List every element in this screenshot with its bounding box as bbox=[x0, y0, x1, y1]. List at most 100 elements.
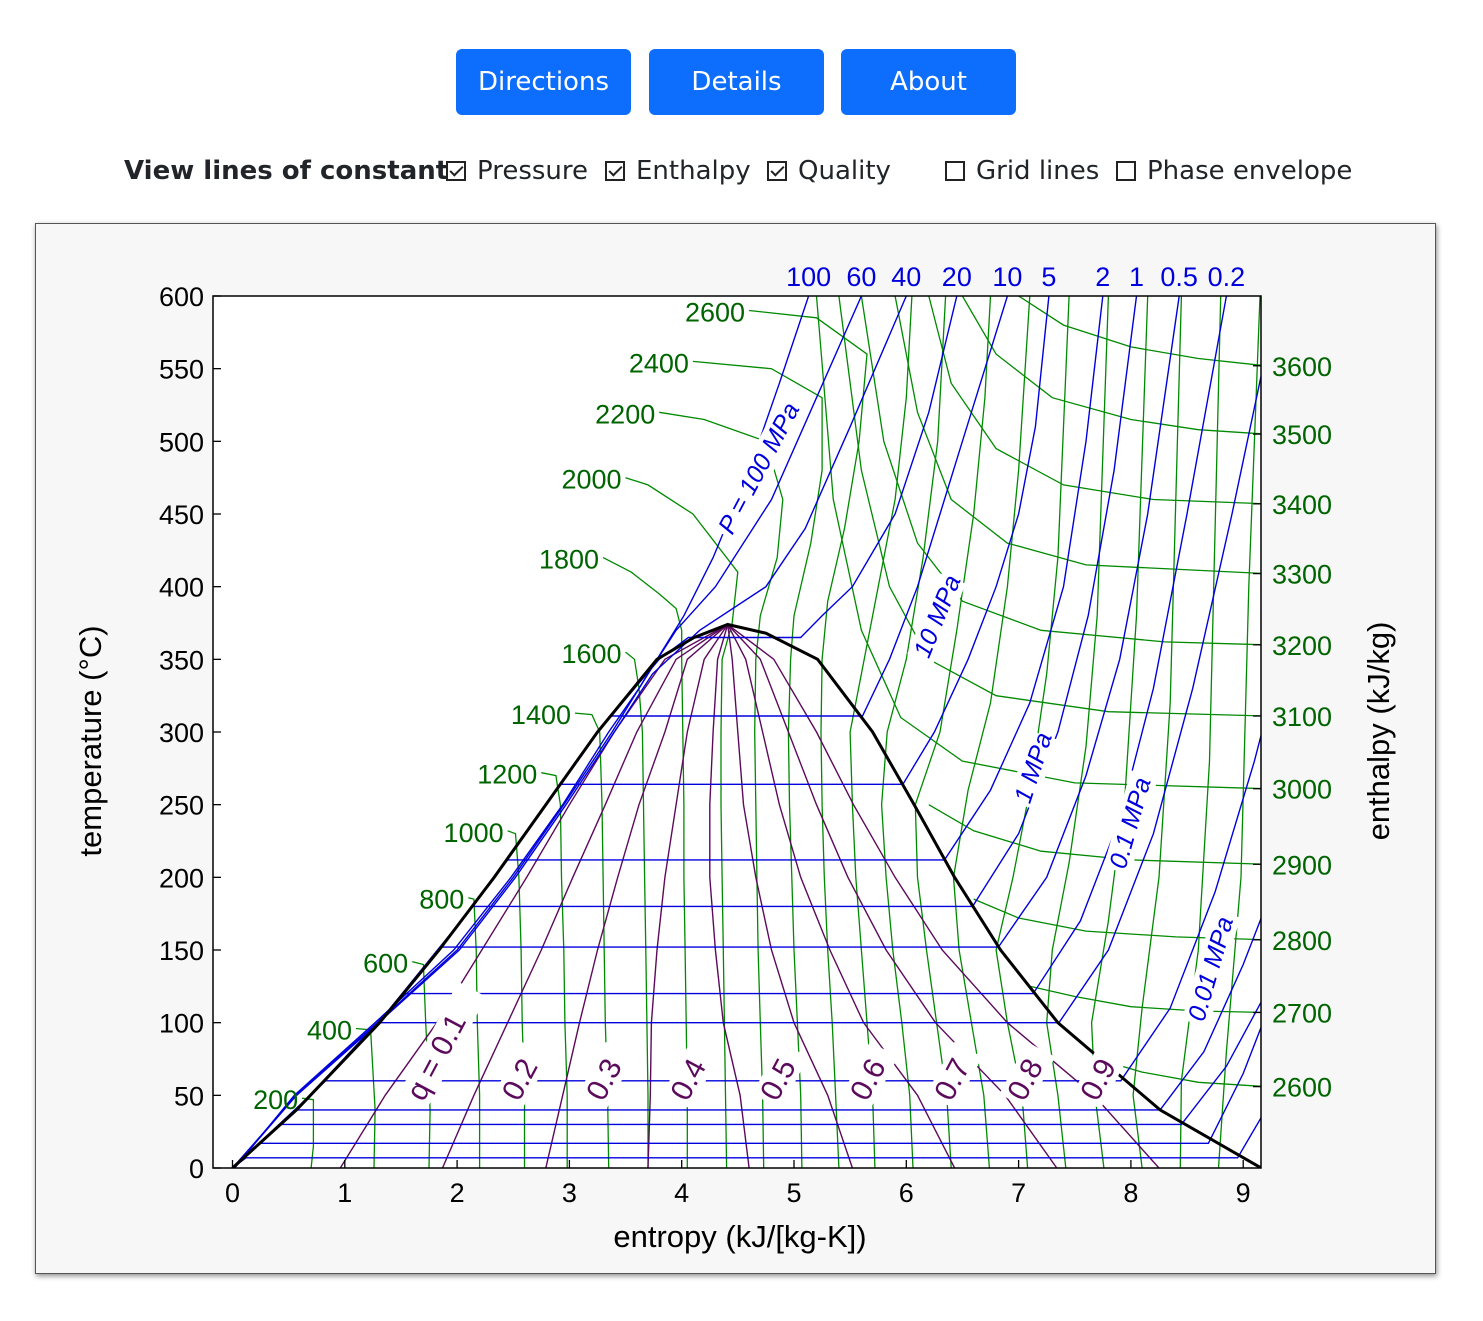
phase-envelope-checkbox[interactable] bbox=[1116, 161, 1136, 181]
enthalpy-line bbox=[860, 296, 1261, 646]
grid-lines-option-label: Grid lines bbox=[976, 156, 1100, 186]
enthalpy-line-label: 1400 bbox=[511, 700, 571, 730]
enthalpy-line-label: 2000 bbox=[561, 465, 621, 495]
x-tick-label: 8 bbox=[1123, 1178, 1138, 1208]
isobar-label-bg bbox=[711, 391, 809, 542]
y-tick-label: 600 bbox=[159, 282, 204, 312]
enthalpy-line bbox=[692, 360, 823, 1168]
directions-button[interactable]: Directions bbox=[456, 49, 631, 115]
options-heading: View lines of constant: bbox=[124, 156, 459, 186]
pressure-top-label: 20 bbox=[942, 262, 972, 292]
quality-label-bg bbox=[494, 1041, 550, 1109]
x-tick-label: 7 bbox=[1011, 1178, 1026, 1208]
quality-line bbox=[339, 623, 729, 1168]
nav-bar: Directions Details About bbox=[0, 49, 1483, 115]
x-tick-label: 9 bbox=[1236, 1178, 1251, 1208]
quality-line bbox=[727, 624, 956, 1168]
quality-line bbox=[727, 624, 854, 1168]
enthalpy-line-label: 2200 bbox=[595, 399, 655, 429]
quality-label-bg bbox=[926, 1041, 983, 1109]
grid-lines-checkbox[interactable] bbox=[945, 161, 965, 181]
y-axis-title: temperature (°C) bbox=[73, 625, 108, 856]
y-tick-label: 200 bbox=[159, 863, 204, 893]
enthalpy-line bbox=[1046, 296, 1110, 1168]
y-tick-label: 400 bbox=[159, 573, 204, 603]
pressure-option[interactable]: Pressure bbox=[446, 156, 588, 186]
enthalpy-line-label: 2400 bbox=[629, 348, 689, 378]
pressure-option-label: Pressure bbox=[477, 156, 589, 186]
enthalpy-line-label: 600 bbox=[363, 949, 408, 979]
enthalpy-line bbox=[1179, 296, 1222, 1168]
y2-tick-label: 3200 bbox=[1272, 631, 1332, 661]
enthalpy-line bbox=[541, 772, 568, 1168]
quality-line bbox=[647, 624, 729, 1168]
enthalpy-checkbox[interactable] bbox=[605, 161, 625, 181]
pressure-top-label: 10 bbox=[992, 262, 1022, 292]
x-tick-label: 6 bbox=[899, 1178, 914, 1208]
y2-tick-label: 3100 bbox=[1272, 702, 1332, 732]
quality-label-bg bbox=[1072, 1041, 1129, 1109]
quality-label-bg bbox=[578, 1041, 635, 1109]
enthalpy-line-label: 2600 bbox=[685, 298, 745, 328]
quality-label-bg bbox=[398, 981, 487, 1109]
enthalpy-line-label: 1800 bbox=[539, 545, 599, 575]
details-button[interactable]: Details bbox=[649, 49, 824, 115]
y2-tick-label: 3300 bbox=[1272, 560, 1332, 590]
enthalpy-line bbox=[625, 651, 649, 1168]
enthalpy-line bbox=[961, 296, 1261, 435]
enthalpy-line bbox=[1132, 296, 1183, 1168]
pressure-top-label: 0.5 bbox=[1160, 262, 1198, 292]
phase-envelope-option[interactable]: Phase envelope bbox=[1116, 156, 1352, 186]
enthalpy-line bbox=[1029, 985, 1261, 1014]
y2-axis-title: enthalpy (kJ/kg) bbox=[1361, 622, 1396, 841]
enthalpy-line-label: 1200 bbox=[477, 760, 537, 790]
y2-tick-label: 3400 bbox=[1272, 490, 1332, 520]
x-tick-label: 1 bbox=[337, 1178, 352, 1208]
enthalpy-line bbox=[468, 897, 481, 1168]
pressure-top-label: 60 bbox=[846, 262, 876, 292]
pressure-top-label: 0.2 bbox=[1208, 262, 1246, 292]
grid-lines-option[interactable]: Grid lines bbox=[945, 156, 1099, 186]
enthalpy-line bbox=[928, 804, 1261, 865]
y-tick-label: 500 bbox=[159, 427, 204, 457]
quality-label-bg bbox=[662, 1041, 719, 1109]
quality-option[interactable]: Quality bbox=[767, 156, 891, 186]
y-tick-label: 300 bbox=[159, 718, 204, 748]
y2-tick-label: 2700 bbox=[1272, 998, 1332, 1028]
quality-line bbox=[727, 624, 1058, 1168]
y2-tick-label: 2900 bbox=[1272, 850, 1332, 880]
quality-label-bg bbox=[999, 1041, 1056, 1109]
enthalpy-line bbox=[749, 309, 868, 1168]
x-tick-label: 2 bbox=[450, 1178, 465, 1208]
y2-tick-label: 2600 bbox=[1272, 1073, 1332, 1103]
x-axis-title: entropy (kJ/[kg-K]) bbox=[613, 1219, 866, 1254]
y-tick-label: 50 bbox=[174, 1081, 204, 1111]
enthalpy-line bbox=[880, 296, 947, 1168]
quality-option-label: Quality bbox=[798, 156, 891, 186]
y-tick-label: 350 bbox=[159, 645, 204, 675]
y-tick-label: 0 bbox=[189, 1154, 204, 1184]
x-tick-label: 0 bbox=[225, 1178, 240, 1208]
pressure-top-label: 1 bbox=[1129, 262, 1144, 292]
enthalpy-option[interactable]: Enthalpy bbox=[605, 156, 751, 186]
line-options: View lines of constant: Pressure Enthalp… bbox=[0, 152, 1483, 194]
x-tick-label: 5 bbox=[786, 1178, 801, 1208]
enthalpy-line bbox=[355, 1027, 376, 1168]
x-tick-label: 3 bbox=[562, 1178, 577, 1208]
quality-checkbox[interactable] bbox=[767, 161, 787, 181]
saturation-dome bbox=[231, 622, 1261, 1168]
y-tick-label: 550 bbox=[159, 355, 204, 385]
isobar-label-bg bbox=[1007, 730, 1058, 810]
about-button[interactable]: About bbox=[841, 49, 1016, 115]
quality-label-bg bbox=[752, 1041, 809, 1109]
chart-frame: 200 400 600 800 1000 1200 1400 1600 1800 2000 2200… bbox=[35, 223, 1436, 1274]
enthalpy-line bbox=[894, 296, 1261, 575]
quality-line bbox=[709, 624, 750, 1168]
y2-tick-label: 2800 bbox=[1272, 926, 1332, 956]
enthalpy-option-label: Enthalpy bbox=[636, 156, 751, 186]
isobar-label-bg bbox=[1103, 770, 1158, 875]
y-tick-label: 100 bbox=[159, 1009, 204, 1039]
enthalpy-line-label: 800 bbox=[419, 885, 464, 915]
pressure-top-label: 2 bbox=[1095, 262, 1110, 292]
pressure-checkbox[interactable] bbox=[446, 161, 466, 181]
